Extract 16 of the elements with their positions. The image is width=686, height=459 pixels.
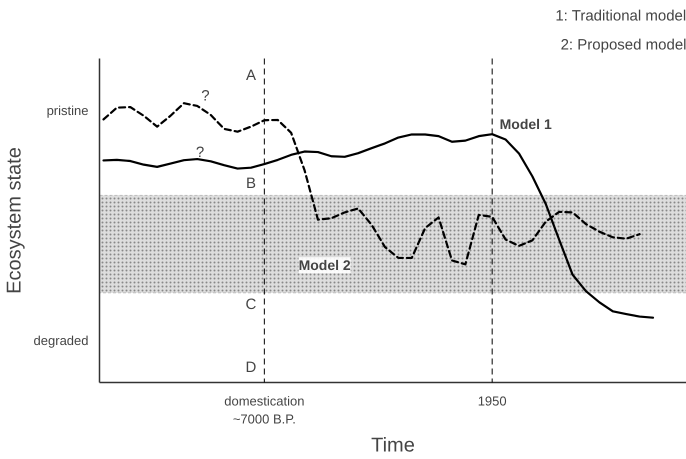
annotation: D	[246, 358, 257, 376]
annotation: ?	[201, 87, 210, 104]
text: 2: Proposed model	[560, 36, 686, 54]
series-label: Model 1	[500, 116, 552, 132]
x-tick-label: 1950	[478, 394, 507, 408]
annotation: ?	[196, 144, 204, 161]
x-tick-label: domestication ~7000 B.P.	[224, 394, 304, 426]
text: Model 2	[298, 257, 351, 274]
annotation: B	[246, 175, 256, 192]
x-axis-title: Time	[371, 434, 415, 456]
annotation: C	[246, 296, 257, 314]
text: pristine	[46, 102, 89, 118]
text: 1: Traditional model	[555, 8, 686, 24]
y-axis-title: Ecosystem state	[4, 147, 26, 294]
text: degraded	[34, 332, 89, 348]
text: A	[246, 66, 256, 84]
